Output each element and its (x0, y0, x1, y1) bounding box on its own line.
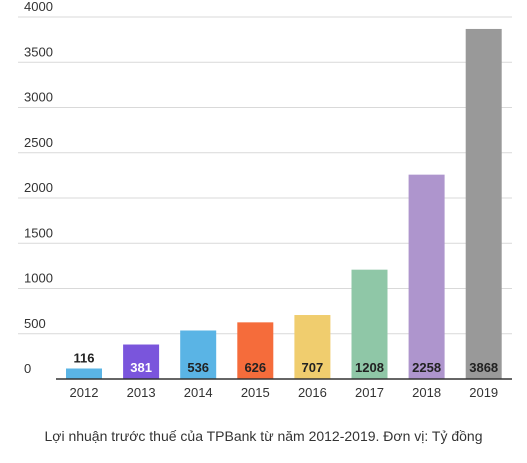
y-tick-label: 0 (24, 361, 31, 376)
y-tick-label: 3500 (24, 44, 53, 59)
bar-2019 (465, 28, 502, 380)
bar-2013 (123, 344, 160, 379)
y-tick-label: 1500 (24, 225, 53, 240)
bar-2014 (180, 330, 217, 379)
data-label: 381 (130, 360, 152, 375)
x-tick-label: 2017 (355, 385, 384, 400)
y-axis-ticks: 0 500 1000 1500 2000 2500 3000 3500 4000 (24, 0, 53, 376)
chart-caption: Lợi nhuận trước thuế của TPBank từ năm 2… (44, 428, 483, 444)
x-tick-label: 2014 (184, 385, 213, 400)
x-axis-ticks: 2012 2013 2014 2015 2016 2017 2018 2019 (70, 385, 499, 400)
x-tick-label: 2012 (70, 385, 99, 400)
data-labels: 116 381 536 626 707 1208 2258 3868 (74, 351, 499, 375)
bar-2016 (294, 315, 331, 379)
y-tick-label: 1000 (24, 271, 53, 286)
bar-chart: 0 500 1000 1500 2000 2500 3000 3500 4000 116 381 5… (18, 0, 512, 400)
data-label: 626 (244, 360, 266, 375)
data-label: 707 (302, 360, 324, 375)
x-tick-label: 2013 (127, 385, 156, 400)
y-tick-label: 3000 (24, 90, 53, 105)
data-label: 3868 (469, 360, 498, 375)
bar-2015 (237, 322, 274, 379)
bar-2012 (66, 368, 102, 379)
y-tick-label: 4000 (24, 0, 53, 14)
x-tick-label: 2016 (298, 385, 327, 400)
x-tick-label: 2018 (412, 385, 441, 400)
y-tick-label: 2500 (24, 135, 53, 150)
x-tick-label: 2015 (241, 385, 270, 400)
gridlines (18, 16, 512, 335)
y-tick-label: 2000 (24, 180, 53, 195)
data-label: 2258 (412, 360, 441, 375)
bar-2017 (351, 269, 388, 379)
x-tick-label: 2019 (469, 385, 498, 400)
data-label: 116 (74, 351, 95, 366)
y-tick-label: 500 (24, 316, 46, 331)
bar-2018 (408, 174, 445, 379)
data-label: 1208 (355, 360, 384, 375)
data-label: 536 (187, 360, 209, 375)
bars (66, 28, 502, 380)
